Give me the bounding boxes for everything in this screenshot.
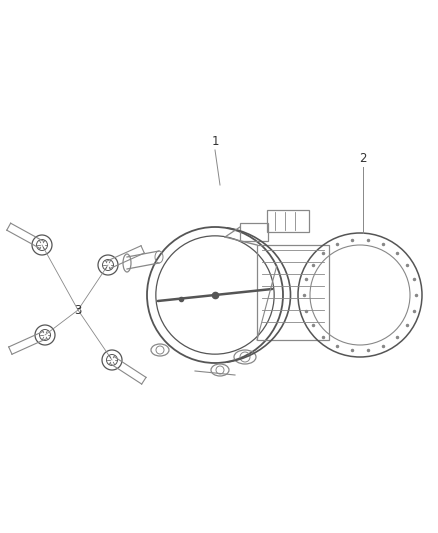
Text: 3: 3 — [74, 303, 82, 317]
Bar — [267, 210, 309, 232]
Bar — [240, 223, 268, 241]
Bar — [257, 245, 329, 340]
Text: 1: 1 — [211, 135, 219, 148]
Text: 2: 2 — [359, 152, 367, 165]
